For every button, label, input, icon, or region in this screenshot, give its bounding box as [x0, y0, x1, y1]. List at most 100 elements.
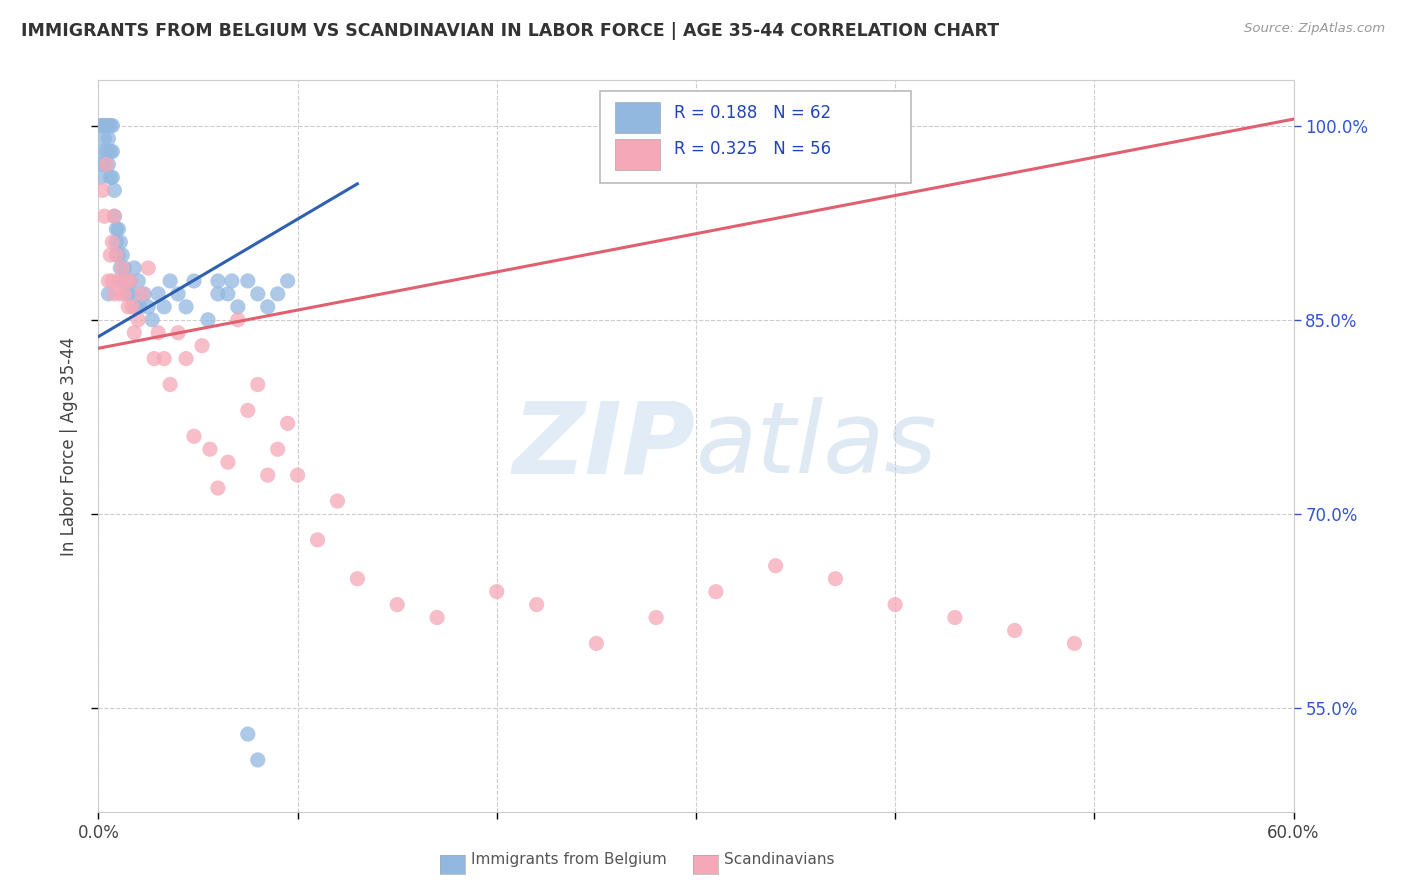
Point [101, 145, 124, 159]
Point [207, 274, 229, 288]
Point [174, 351, 197, 366]
Point [148, 286, 170, 301]
Point [93, 131, 115, 145]
Text: IMMIGRANTS FROM BELGIUM VS SCANDINAVIAN IN LABOR FORCE | AGE 35-44 CORRELATION C: IMMIGRANTS FROM BELGIUM VS SCANDINAVIAN … [21, 22, 1000, 40]
Point [129, 300, 152, 314]
Bar [614, 139, 661, 169]
Point [267, 286, 290, 301]
Point [103, 209, 125, 223]
Text: Immigrants from Belgium: Immigrants from Belgium [471, 852, 666, 867]
Point [148, 326, 170, 340]
Point [91, 183, 114, 197]
Point [125, 300, 148, 314]
Point [100, 145, 122, 159]
Point [121, 300, 143, 314]
Point [217, 455, 239, 469]
Point [277, 417, 299, 431]
Point [97, 274, 120, 288]
Point [256, 468, 278, 483]
Point [110, 235, 132, 249]
Point [100, 119, 122, 133]
Text: ZIP: ZIP [513, 398, 696, 494]
FancyBboxPatch shape [600, 91, 911, 183]
Point [103, 183, 125, 197]
Point [307, 533, 329, 547]
Point [153, 351, 176, 366]
Point [93, 119, 115, 133]
Point [89, 145, 111, 159]
Point [93, 157, 115, 171]
Point [124, 260, 146, 275]
Point [117, 286, 139, 301]
Point [101, 274, 124, 288]
Text: Source: ZipAtlas.com: Source: ZipAtlas.com [1244, 22, 1385, 36]
Point [107, 274, 129, 288]
Point [131, 286, 153, 301]
Point [91, 157, 114, 171]
Point [96, 145, 118, 159]
Point [943, 610, 966, 624]
Point [183, 429, 205, 443]
Point [115, 274, 138, 288]
Y-axis label: In Labor Force | Age 35-44: In Labor Force | Age 35-44 [60, 336, 79, 556]
Point [226, 312, 249, 326]
Point [105, 222, 128, 236]
Point [96, 119, 118, 133]
Point [236, 727, 259, 741]
Point [89, 170, 111, 185]
Point [824, 572, 846, 586]
Point [124, 326, 146, 340]
Point [97, 286, 120, 301]
Point [191, 339, 214, 353]
Point [91, 119, 114, 133]
Point [89, 119, 111, 133]
Point [136, 260, 159, 275]
Point [183, 274, 205, 288]
Point [127, 274, 149, 288]
Point [585, 636, 607, 650]
Point [246, 377, 269, 392]
Point [93, 209, 115, 223]
Point [226, 300, 249, 314]
Point [884, 598, 907, 612]
Point [96, 157, 118, 171]
Point [167, 326, 190, 340]
Point [1004, 624, 1026, 638]
Point [346, 572, 368, 586]
Point [207, 286, 229, 301]
Point [704, 584, 727, 599]
Point [153, 300, 176, 314]
Point [141, 312, 163, 326]
Point [221, 274, 243, 288]
Point [246, 753, 269, 767]
Point [385, 598, 409, 612]
Point [159, 377, 181, 392]
Point [765, 558, 787, 573]
Point [645, 610, 668, 624]
Point [111, 248, 134, 262]
Point [115, 274, 138, 288]
Point [127, 312, 149, 326]
Point [136, 300, 159, 314]
Point [103, 209, 125, 223]
Point [217, 286, 239, 301]
Point [174, 300, 197, 314]
Point [100, 248, 122, 262]
Point [97, 119, 120, 133]
Point [97, 157, 120, 171]
Text: R = 0.188   N = 62: R = 0.188 N = 62 [675, 103, 831, 121]
Point [246, 286, 269, 301]
Point [105, 248, 128, 262]
Point [426, 610, 449, 624]
Point [134, 286, 156, 301]
Point [526, 598, 548, 612]
Point [120, 274, 142, 288]
Point [197, 312, 219, 326]
Text: R = 0.325   N = 56: R = 0.325 N = 56 [675, 140, 831, 158]
Point [112, 286, 135, 301]
Point [112, 260, 135, 275]
Point [117, 300, 139, 314]
Point [101, 170, 124, 185]
Point [105, 248, 128, 262]
Point [236, 403, 259, 417]
